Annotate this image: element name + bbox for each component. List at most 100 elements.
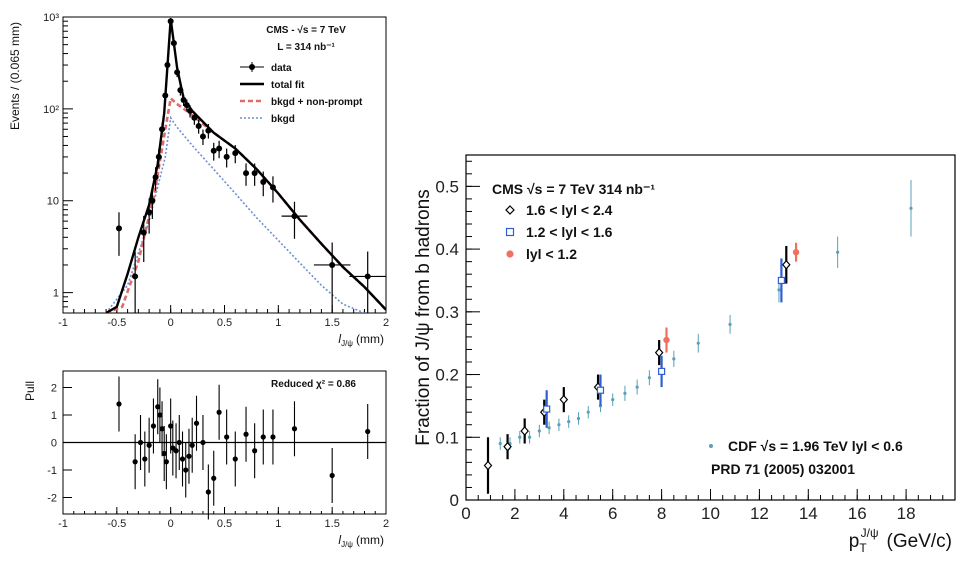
- events-data-point: [174, 69, 181, 76]
- pull-point: [205, 489, 211, 495]
- fraction-x-tick-label: 12: [750, 504, 769, 523]
- legend-square-marker: [505, 227, 515, 237]
- events-legend-entry: bkgd: [271, 114, 295, 125]
- pull-point: [157, 412, 163, 418]
- events-data-point: [180, 96, 187, 103]
- fraction-y-tick-label: 0.1: [435, 428, 459, 447]
- pull-x-tick-label: 1: [275, 518, 281, 530]
- fraction-legend-reference: PRD 71 (2005) 032001: [711, 461, 855, 477]
- events-data-point: [162, 92, 169, 99]
- events-data-point: [183, 102, 190, 109]
- events-data-point: [164, 62, 171, 69]
- fraction-x-label-sub: T: [859, 541, 867, 555]
- fraction-cdf-point: [728, 322, 732, 326]
- pull-point: [260, 434, 266, 440]
- fraction-y-tick-label: 0.3: [435, 303, 459, 322]
- events-y-tick-label: 1: [53, 288, 59, 300]
- fraction-legend-title: CMS √s = 7 TeV 314 nb⁻¹: [492, 181, 655, 197]
- pull-point: [146, 442, 152, 448]
- fraction-cdf-point: [547, 426, 551, 430]
- fraction-cdf-point: [498, 441, 502, 446]
- pull-point: [193, 420, 200, 426]
- fraction-legend-entry: 1.6 < lyl < 2.4: [526, 202, 613, 218]
- fraction-legend-entry: lyl < 1.2: [526, 246, 577, 262]
- events-data-point: [269, 184, 276, 191]
- fraction-x-tick-label: 16: [848, 504, 867, 523]
- fraction-x-tick-label: 18: [897, 504, 916, 523]
- events-data-point: [216, 145, 223, 152]
- events-x-tick-label: -0.5: [107, 317, 126, 329]
- pull-y-tick-label: 1: [51, 410, 57, 422]
- events-data-point: [159, 126, 166, 133]
- events-y-axis-label: Events / (0.065 mm): [8, 22, 22, 130]
- pull-point: [216, 409, 222, 415]
- pull-x-tick-label: 2: [383, 518, 389, 530]
- fraction-x-tick-label: 2: [510, 504, 519, 523]
- fraction-cdf-point: [672, 357, 676, 361]
- events-data-point: [140, 229, 147, 236]
- fraction-cdf-point: [557, 423, 561, 427]
- events-data-point: [177, 87, 184, 94]
- pull-y-tick-label: -2: [47, 493, 57, 505]
- pull-point: [116, 401, 122, 407]
- events-data-point: [146, 209, 153, 216]
- events-data-point: [167, 18, 174, 25]
- events-x-tick-label: 0: [168, 317, 174, 329]
- fraction-y-axis-label: Fraction of J/ψ from b hadrons: [413, 189, 434, 445]
- fraction-cdf-point: [537, 429, 541, 433]
- fraction-diamond-point: [654, 347, 664, 358]
- fraction-x-label-unit: (GeV/c): [887, 531, 952, 552]
- fraction-cdf-point: [576, 416, 581, 421]
- events-data-point: [195, 123, 202, 130]
- events-data-point: [251, 170, 258, 177]
- pull-point: [155, 404, 161, 410]
- events-x-label-main: l: [338, 332, 341, 346]
- events-data-point: [210, 147, 217, 154]
- events-data-point: [132, 273, 139, 280]
- pull-x-axis-label: lJ/ψ (mm): [338, 533, 384, 549]
- events-data-point: [170, 40, 177, 47]
- legend-circle-marker: [506, 250, 514, 258]
- events-x-tick-label: 0.5: [217, 317, 232, 329]
- fraction-y-tick-label: 0: [450, 491, 459, 510]
- events-data-point: [232, 150, 239, 157]
- events-data-point: [199, 133, 206, 140]
- events-data-point: [205, 127, 212, 134]
- fraction-y-tick-label: 0.5: [435, 177, 459, 196]
- fraction-cdf-point: [836, 250, 840, 254]
- pull-point: [243, 431, 249, 437]
- fraction-y-tick-label: 0.2: [435, 366, 459, 385]
- pull-point: [224, 434, 230, 440]
- fraction-diamond-point: [781, 259, 791, 270]
- pull-point: [186, 453, 192, 459]
- pull-point: [163, 459, 169, 465]
- events-legend-title: CMS - √s = 7 TeV: [266, 25, 346, 36]
- pull-point: [179, 456, 186, 462]
- pull-point: [150, 423, 157, 429]
- pull-point: [183, 467, 189, 473]
- pull-point: [252, 448, 258, 454]
- fraction-x-label-sup: J/ψ: [861, 526, 879, 540]
- fraction-square-point: [596, 386, 605, 394]
- events-legend-entry: data: [271, 63, 292, 74]
- fraction-cdf-point: [567, 419, 571, 424]
- pull-x-label-main: l: [338, 533, 341, 547]
- fraction-x-axis-label: pTJ/ψ (GeV/c): [849, 526, 952, 555]
- pull-point: [137, 439, 144, 446]
- pull-y-tick-label: 2: [51, 383, 57, 395]
- events-data-point: [152, 174, 159, 181]
- events-legend-lumi: L = 314 nb⁻¹: [277, 42, 335, 53]
- pull-point: [132, 459, 138, 465]
- fraction-circle-point: [663, 336, 670, 344]
- fraction-cdf-point: [777, 288, 781, 292]
- fraction-diamond-point: [503, 441, 512, 452]
- events-data-point: [187, 107, 194, 114]
- pull-x-tick-label: 0: [168, 518, 174, 530]
- pull-point: [168, 423, 174, 429]
- events-x-axis-label: lJ/ψ (mm): [338, 332, 384, 348]
- events-frame: [62, 16, 387, 314]
- pull-annotation: Reduced χ² = 0.86: [271, 379, 356, 390]
- events-y-tick-label: 10: [47, 196, 59, 208]
- pull-point: [176, 439, 182, 446]
- events-x-tick-label: -1: [58, 317, 68, 329]
